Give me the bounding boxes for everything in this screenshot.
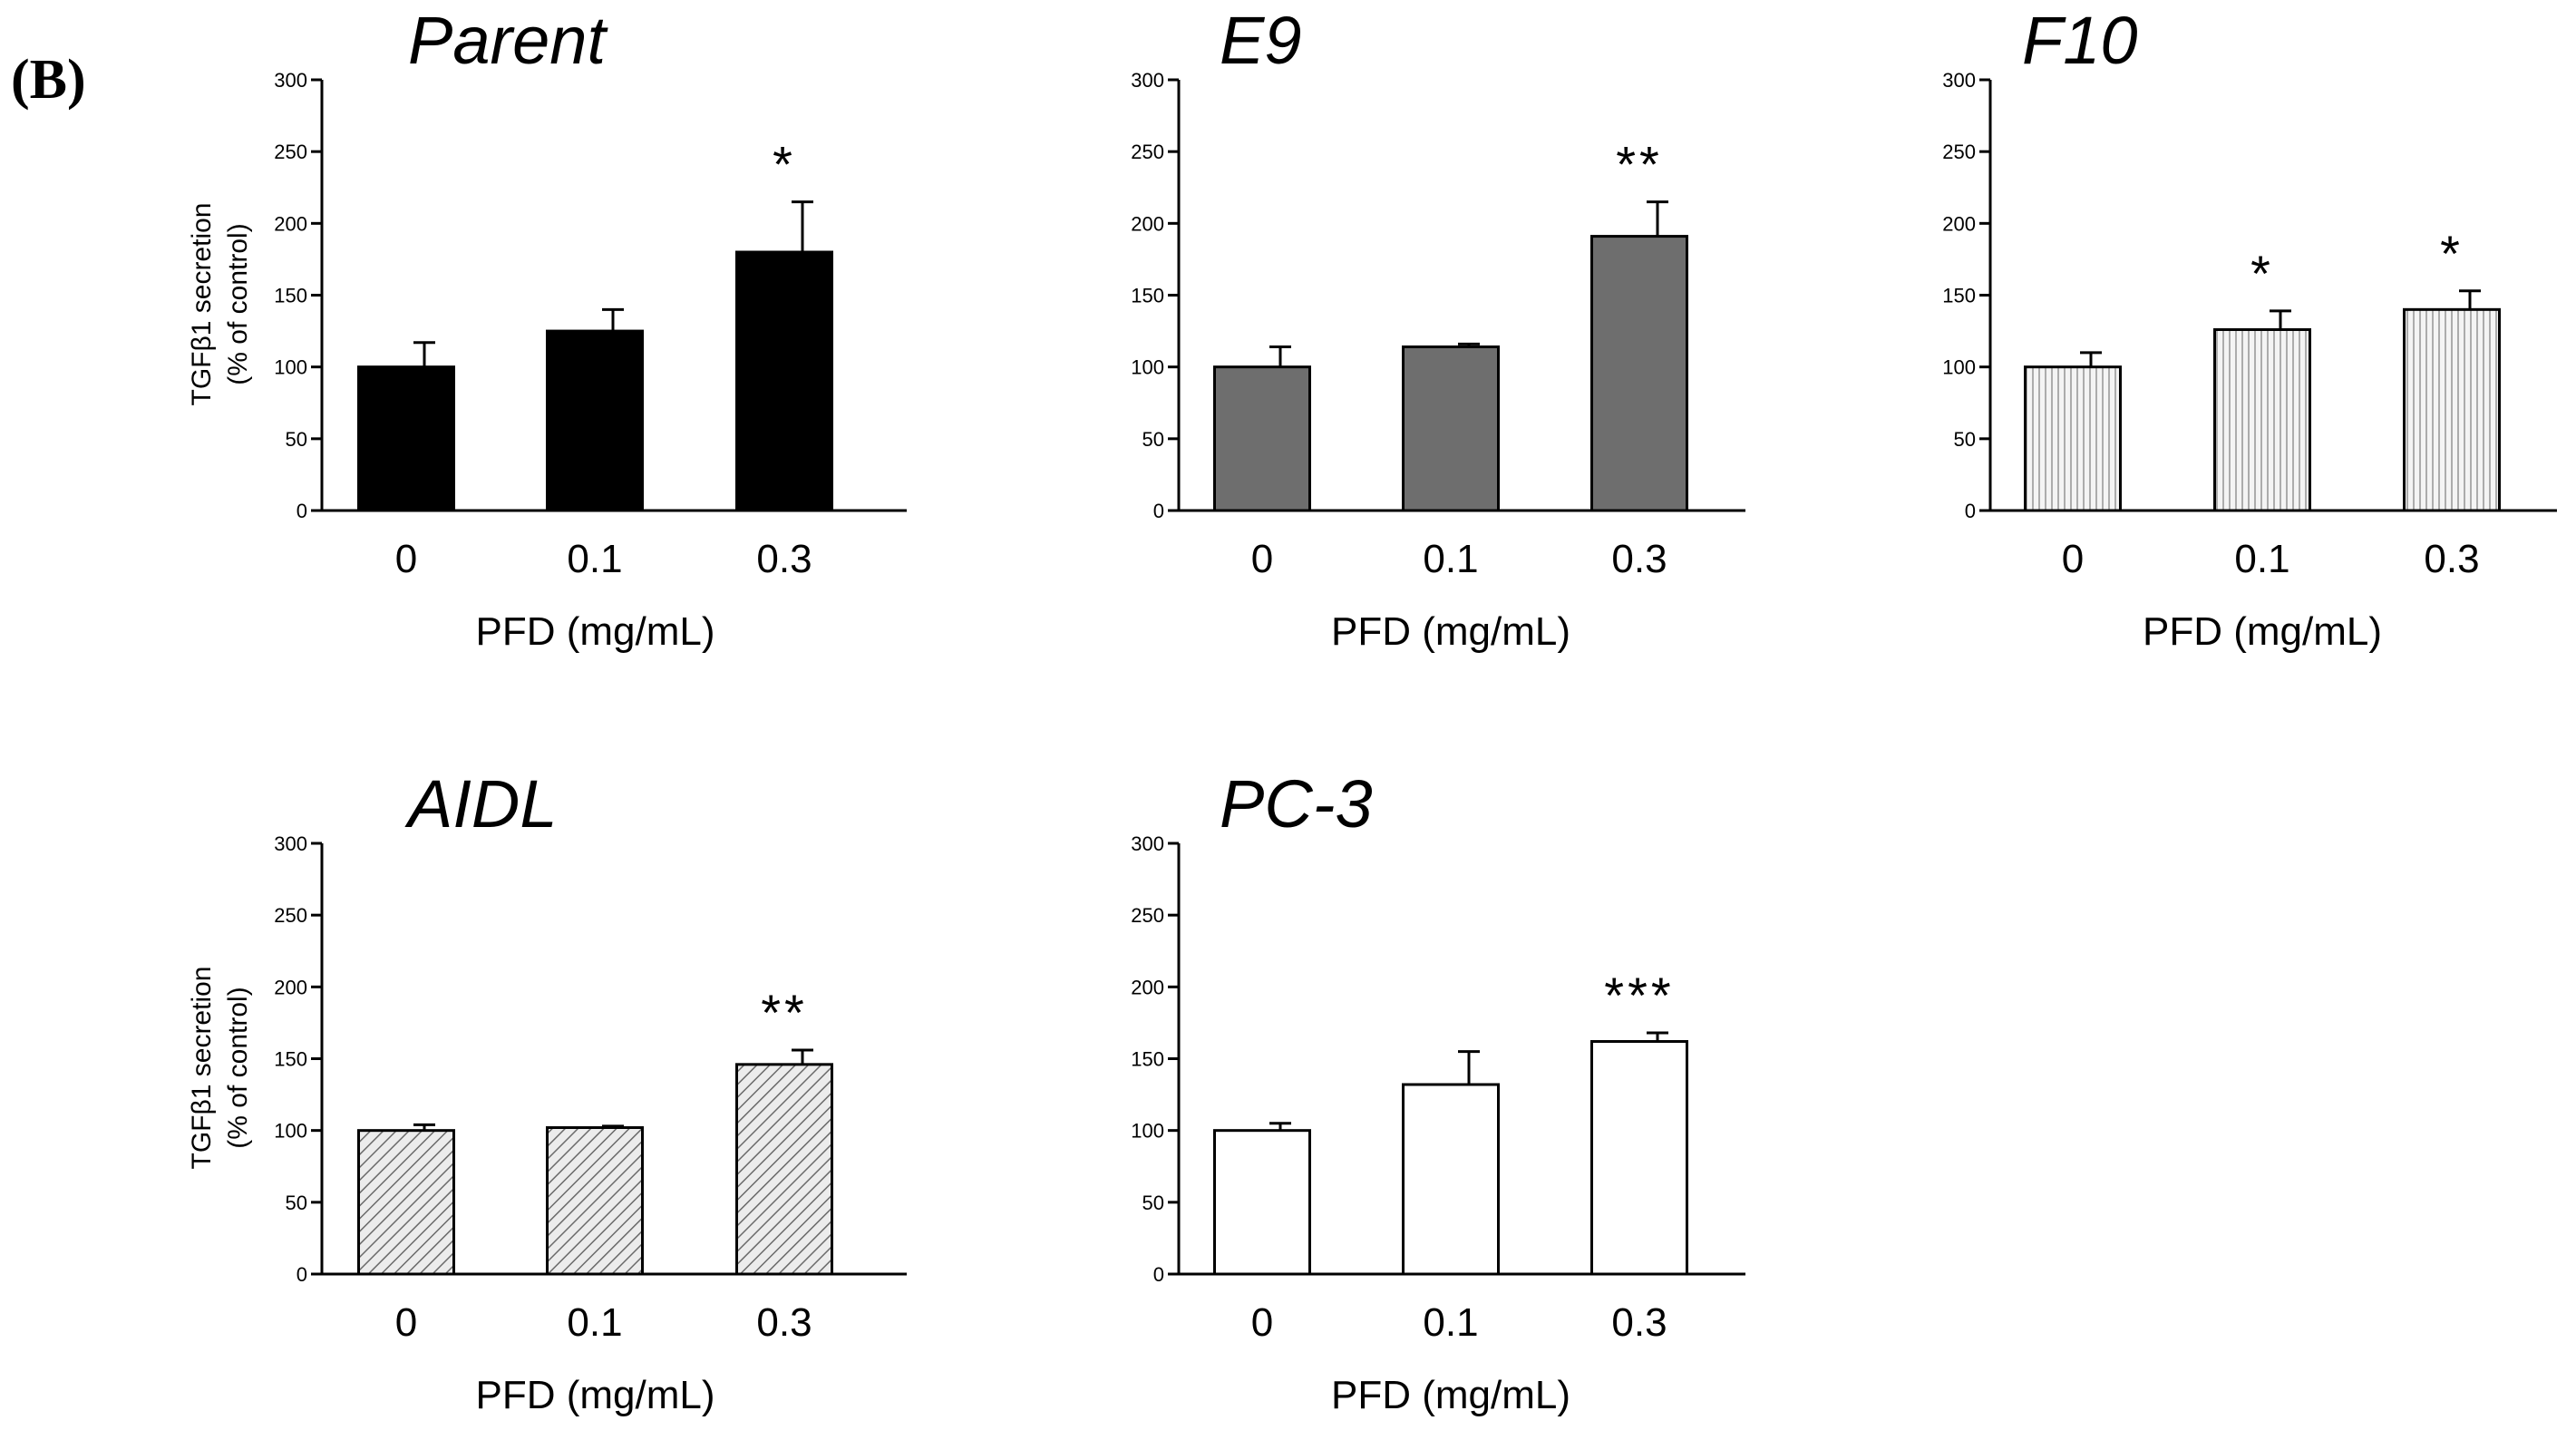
y-tick-label: 0: [296, 1263, 307, 1286]
chart-panel-e9: E9 0 50 100 150 200 250 300 0 0.1 0.3 ** PFD (mg/mL): [1131, 3, 1745, 654]
y-tick-label: 200: [274, 976, 307, 998]
y-tick-label: 100: [1131, 1120, 1164, 1143]
chart-panel-f10: F10 0 50 100 150 200 250 300 0 0.1 * 0.3 * PFD (mg/mL…: [1942, 3, 2557, 654]
x-tick-label: 0: [1251, 537, 1273, 581]
y-tick-label: 250: [274, 141, 307, 163]
significance-marker: *: [2250, 245, 2274, 302]
y-axis-title: TGFβ1 secretion: [187, 967, 217, 1170]
y-axis-title-unit: (% of control): [223, 223, 253, 384]
y-tick-label: 250: [274, 904, 307, 927]
y-tick-label: 100: [274, 1120, 307, 1143]
y-tick-label: 300: [274, 69, 307, 92]
chart-title: F10: [2022, 3, 2138, 78]
y-tick-label: 200: [1131, 976, 1164, 998]
y-tick-label: 200: [1131, 212, 1164, 235]
y-tick-label: 50: [1954, 428, 1976, 451]
chart-panel-pc-3: PC-3 0 50 100 150 200 250 300 0 0.1 0.3 *** PFD (mg/…: [1131, 766, 1745, 1417]
y-tick-label: 100: [1942, 356, 1976, 379]
chart-title: E9: [1220, 3, 1302, 78]
y-tick-label: 250: [1131, 141, 1164, 163]
significance-marker: **: [1616, 136, 1663, 193]
y-tick-label: 150: [1942, 285, 1976, 307]
significance-marker: ***: [1604, 967, 1674, 1024]
y-tick-label: 50: [286, 1192, 307, 1214]
bar: [1590, 1040, 1688, 1276]
y-tick-label: 300: [1131, 832, 1164, 855]
y-tick-label: 300: [274, 832, 307, 855]
x-tick-label: 0: [2062, 537, 2084, 581]
bar: [2213, 328, 2311, 512]
x-tick-label: 0.3: [756, 537, 812, 581]
y-tick-label: 50: [1142, 428, 1164, 451]
y-tick-label: 100: [274, 356, 307, 379]
bar: [2403, 307, 2501, 512]
x-tick-label: 0.1: [567, 1300, 622, 1345]
chart-title: AIDL: [404, 766, 558, 842]
x-axis-title: PFD (mg/mL): [1331, 609, 1570, 654]
x-tick-label: 0.1: [2234, 537, 2289, 581]
x-tick-label: 0: [1251, 1300, 1273, 1345]
y-tick-label: 0: [296, 500, 307, 522]
y-tick-label: 150: [274, 285, 307, 307]
bar: [1213, 365, 1311, 512]
y-tick-label: 150: [1131, 285, 1164, 307]
bar: [735, 250, 833, 512]
bar: [2024, 365, 2122, 512]
x-tick-label: 0: [395, 537, 417, 581]
bar: [1213, 1129, 1311, 1276]
bar: [1402, 345, 1500, 512]
y-tick-label: 50: [1142, 1192, 1164, 1214]
y-tick-label: 150: [274, 1048, 307, 1071]
x-axis-title: PFD (mg/mL): [2143, 609, 2382, 654]
y-tick-label: 200: [274, 212, 307, 235]
y-tick-label: 50: [286, 428, 307, 451]
x-tick-label: 0.3: [2424, 537, 2479, 581]
x-tick-label: 0.1: [567, 537, 622, 581]
y-tick-label: 300: [1131, 69, 1164, 92]
chart-panel-parent: Parent 0 50 100 150 200 250 300 TGFβ1 secretion(…: [187, 3, 907, 654]
x-tick-label: 0.3: [1611, 1300, 1667, 1345]
x-axis-title: PFD (mg/mL): [476, 1373, 715, 1417]
x-axis-title: PFD (mg/mL): [1331, 1373, 1570, 1417]
chart-panel-aidl: AIDL 0 50 100 150 200 250 300 TGFβ1 secretion (% …: [187, 766, 907, 1417]
x-tick-label: 0.3: [1611, 537, 1667, 581]
chart-title: Parent: [408, 3, 608, 78]
x-tick-label: 0.1: [1423, 1300, 1478, 1345]
bar: [546, 1126, 644, 1276]
bar: [1402, 1083, 1500, 1276]
y-tick-label: 200: [1942, 212, 1976, 235]
x-axis-title: PFD (mg/mL): [476, 609, 715, 654]
bar: [546, 329, 644, 512]
y-tick-label: 250: [1131, 904, 1164, 927]
chart-title: PC-3: [1220, 766, 1373, 842]
y-axis-title: TGFβ1 secretion: [187, 203, 217, 406]
significance-marker: *: [2440, 225, 2464, 282]
y-tick-label: 250: [1942, 141, 1976, 163]
bar: [735, 1063, 833, 1276]
y-tick-label: 0: [1153, 1263, 1164, 1286]
panel-label: (B): [11, 49, 86, 111]
x-tick-label: 0: [395, 1300, 417, 1345]
significance-marker: **: [761, 984, 808, 1041]
significance-marker: *: [773, 136, 796, 193]
bar: [357, 1129, 455, 1276]
y-axis-title-unit: (% of control): [223, 987, 253, 1148]
bar: [1590, 235, 1688, 512]
x-tick-label: 0.1: [1423, 537, 1478, 581]
x-tick-label: 0.3: [756, 1300, 812, 1345]
y-tick-label: 0: [1965, 500, 1976, 522]
y-tick-label: 300: [1942, 69, 1976, 92]
y-tick-label: 100: [1131, 356, 1164, 379]
bar: [357, 365, 455, 512]
y-tick-label: 0: [1153, 500, 1164, 522]
y-tick-label: 150: [1131, 1048, 1164, 1071]
